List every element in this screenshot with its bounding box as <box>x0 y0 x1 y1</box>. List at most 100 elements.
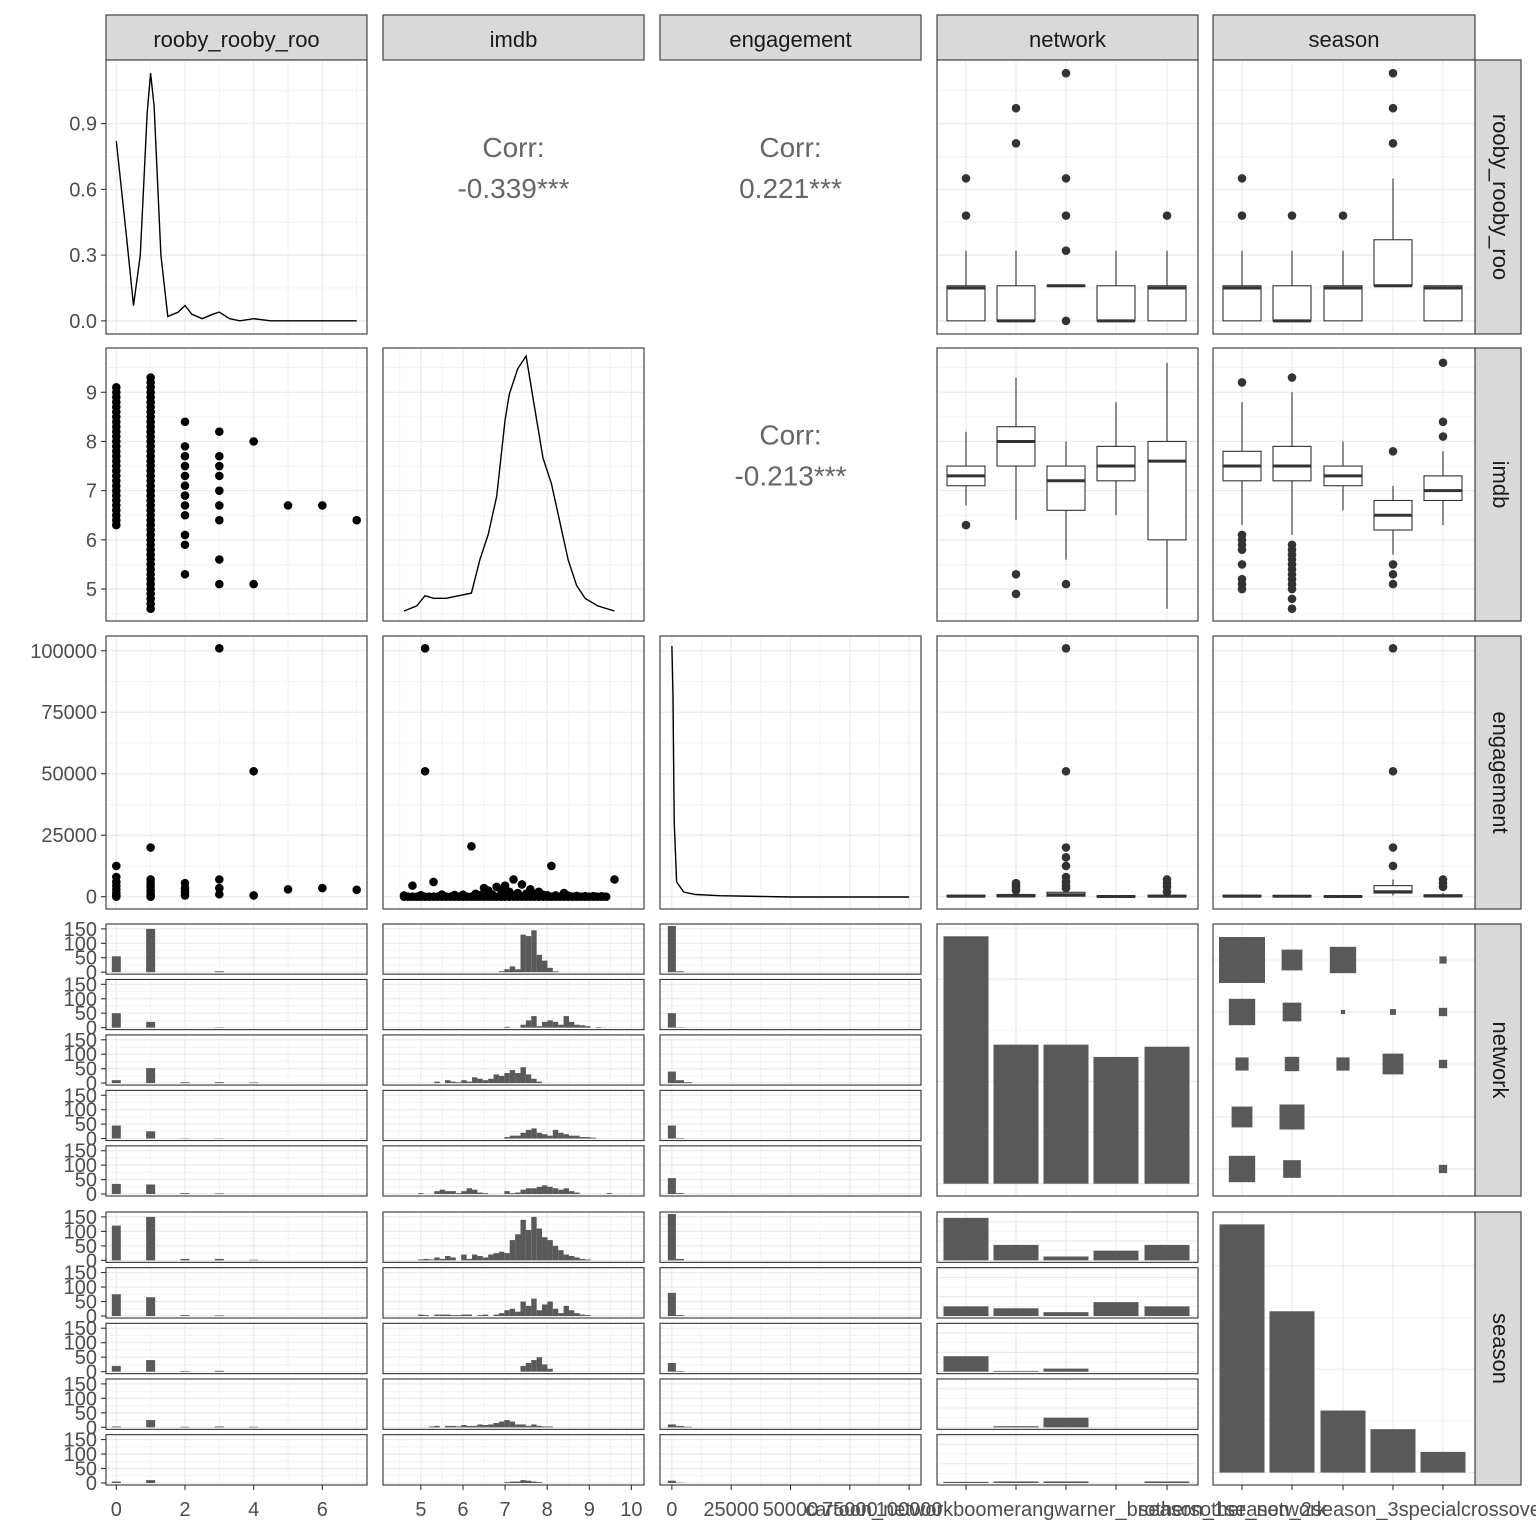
histogram-bar-imdb <box>542 1021 548 1028</box>
boxplot-rooby-network-outlier <box>961 174 971 183</box>
facet-background <box>106 924 367 975</box>
histogram-bar-rooby <box>146 1420 156 1428</box>
boxplot-rooby-season-outlier <box>1388 103 1398 113</box>
histogram-bar-imdb <box>574 1257 580 1261</box>
histogram-bar-engagement <box>667 1013 676 1028</box>
scatter-point <box>180 451 190 461</box>
histogram-bar-imdb <box>563 1254 569 1261</box>
scatter-point <box>249 766 258 776</box>
facet-background <box>383 924 644 975</box>
boxplot-rooby-season-outlier <box>1388 138 1398 148</box>
facet-background <box>383 1323 644 1374</box>
boxplot-rooby-season-box <box>1323 285 1363 322</box>
histogram-bar-rooby <box>111 1183 121 1194</box>
mosaic-cell <box>1282 1002 1302 1022</box>
histogram-bar-imdb <box>423 1315 429 1317</box>
boxplot-imdb-season-outlier <box>1287 594 1297 604</box>
histogram-bar-imdb <box>525 1425 532 1428</box>
boxplot-engagement-network-outlier <box>1061 872 1071 882</box>
histogram-bar-imdb <box>606 1193 613 1194</box>
histogram-bar-imdb <box>493 1253 499 1261</box>
histogram-bar-imdb <box>509 1193 516 1194</box>
boxplot-imdb-network-box <box>1147 440 1187 541</box>
histogram-bar-imdb <box>552 971 559 973</box>
y-axis-tick-label: 0 <box>86 1250 97 1272</box>
mosaic-cell <box>1438 1164 1448 1174</box>
column-strip <box>659 14 922 61</box>
histogram-bar-imdb <box>531 1360 537 1372</box>
boxplot-imdb-season-outlier <box>1388 579 1398 589</box>
x-axis-tick-label: 0 <box>666 1499 677 1521</box>
mosaic-cell <box>1235 1057 1249 1071</box>
boxplot-rooby-network-outlier <box>1061 316 1071 326</box>
histogram-bar-imdb <box>504 1310 510 1317</box>
histogram-bar-imdb <box>579 1025 586 1028</box>
y-axis-tick-label: 50 <box>75 1459 97 1481</box>
histogram-bar-rooby <box>180 1258 190 1261</box>
y-axis-tick-label: 50 <box>75 1114 97 1136</box>
facet-border <box>659 1211 922 1263</box>
facet-border <box>105 1322 368 1375</box>
scatter-point <box>215 515 224 525</box>
histogram-bar-imdb <box>515 969 521 973</box>
x-axis-tick-label: 2 <box>179 1499 190 1521</box>
histogram-bar-imdb <box>525 1020 532 1028</box>
mosaic-cell <box>1228 998 1256 1026</box>
bar-season-network <box>993 1308 1039 1317</box>
histogram-bar-imdb <box>531 1216 537 1261</box>
histogram-bar-rooby <box>146 1297 156 1317</box>
facet-border <box>382 1145 645 1197</box>
boxplot-rooby-network-outlier <box>1061 211 1071 220</box>
boxplot-engagement-network-outlier <box>1061 843 1071 852</box>
facet-background <box>383 1090 644 1141</box>
x-axis-tick-label: 9 <box>584 1499 595 1521</box>
facet-border <box>659 923 922 975</box>
correlation-value: -0.339*** <box>457 173 569 204</box>
boxplot-imdb-season-box <box>1272 445 1312 482</box>
histogram-bar-rooby <box>249 1426 259 1428</box>
histogram-bar-imdb <box>509 1070 516 1084</box>
histogram-bar-imdb <box>536 1228 543 1261</box>
y-axis-tick-label: 50 <box>75 1236 97 1258</box>
histogram-bar-imdb <box>482 1425 489 1428</box>
histogram-bar-imdb <box>434 1257 440 1261</box>
scatter-point <box>180 442 190 451</box>
histogram-bar-imdb <box>423 1258 429 1261</box>
histogram-bar-imdb <box>504 969 510 973</box>
panel-border <box>659 635 922 910</box>
histogram-bar-imdb <box>536 1026 543 1028</box>
histogram-bar-imdb <box>515 1192 521 1194</box>
boxplot-imdb-season-outlier <box>1438 432 1448 441</box>
panel-border <box>1212 59 1476 335</box>
boxplot-rooby-network-outlier <box>1061 174 1071 183</box>
y-axis-tick-label: 100000 <box>30 641 97 663</box>
histogram-bar-imdb <box>558 1313 564 1317</box>
boxplot-imdb-season-outlier <box>1388 560 1398 569</box>
histogram-bar-imdb <box>520 934 526 973</box>
mosaic-cell <box>1283 1160 1301 1178</box>
histogram-bar-imdb <box>525 1129 532 1139</box>
facet-border <box>382 1267 645 1319</box>
histogram-bar-imdb <box>531 1078 537 1084</box>
histogram-bar-engagement <box>675 1371 684 1372</box>
facet-border <box>936 1267 1199 1319</box>
boxplot-rooby-network-outlier <box>961 211 971 220</box>
histogram-bar-rooby <box>146 1131 156 1139</box>
histogram-bar-imdb <box>515 1072 521 1084</box>
y-axis-tick-label: 150 <box>64 1263 97 1285</box>
boxplot-imdb-season-outlier <box>1388 569 1398 579</box>
y-axis-tick-label: 0 <box>86 1306 97 1328</box>
y-axis-tick-label: 5 <box>86 579 97 601</box>
histogram-bar-engagement <box>667 1214 676 1261</box>
histogram-bar-imdb <box>547 1020 553 1028</box>
boxplot-engagement-season-outlier <box>1388 861 1398 871</box>
histogram-bar-imdb <box>428 1426 435 1428</box>
panel-border <box>382 347 645 622</box>
histogram-bar-rooby <box>111 1080 121 1084</box>
scatter-point <box>180 461 190 471</box>
histogram-bar-imdb <box>493 1074 499 1084</box>
column-strip <box>382 14 645 61</box>
boxplot-rooby-season-box <box>1222 285 1262 322</box>
x-axis-tick-label-season: season_1season_2season_3specialcrossover <box>1138 1499 1536 1521</box>
histogram-bar-imdb <box>455 1193 462 1194</box>
